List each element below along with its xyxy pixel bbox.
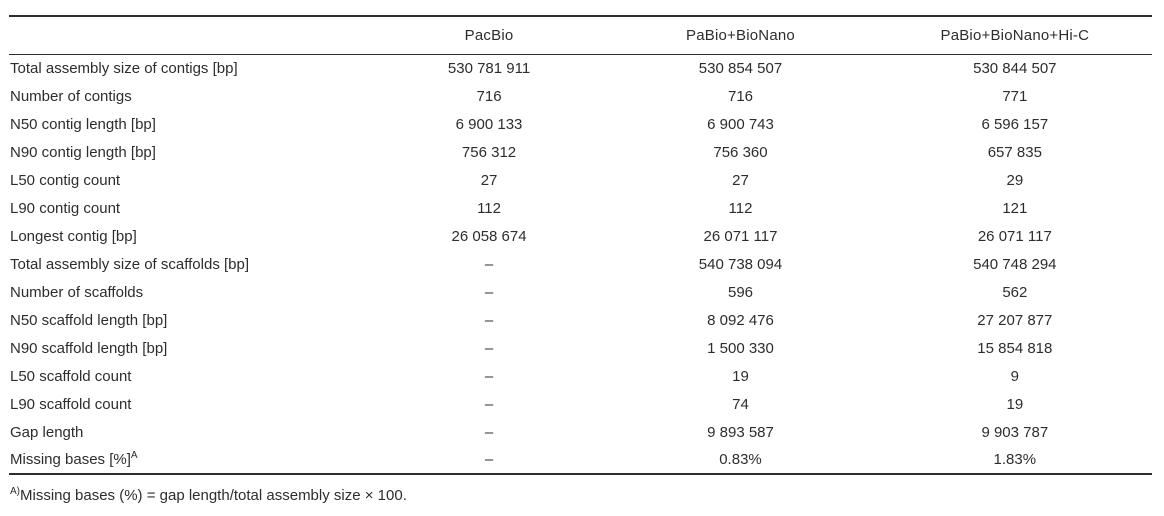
table-cell: 15 854 818 — [977, 339, 1053, 357]
row-label: N90 scaffold length [bp] — [10, 339, 168, 357]
row-label: N50 contig length [bp] — [10, 115, 156, 133]
table-row: N50 contig length [bp] 6 900 133 6 900 743… — [9, 110, 1152, 138]
row-label: Missing bases [%]A — [10, 450, 138, 469]
table-cell: 540 748 294 — [973, 255, 1057, 273]
table-cell: – — [484, 255, 494, 273]
row-label: Total assembly size of contigs [bp] — [10, 59, 238, 77]
column-header-empty — [9, 16, 375, 55]
table-cell: 26 058 674 — [451, 227, 527, 245]
table-cell: 27 — [480, 171, 498, 189]
table-cell: 6 900 133 — [455, 115, 523, 133]
table-row: N90 scaffold length [bp] – 1 500 330 15 854… — [9, 334, 1152, 362]
row-label: L50 scaffold count — [10, 367, 132, 385]
table-row: L50 scaffold count – 19 9 — [9, 362, 1152, 390]
row-label: N50 scaffold length [bp] — [10, 311, 168, 329]
table-row: Number of contigs 716 716 771 — [9, 82, 1152, 110]
table-row: L90 scaffold count – 74 19 — [9, 390, 1152, 418]
assembly-stats-table: PacBio PaBio+BioNano PaBio+BioNano+Hi-C … — [9, 15, 1152, 475]
table-cell: 716 — [476, 87, 502, 105]
row-label: N90 contig length [bp] — [10, 143, 156, 161]
table-cell: 19 — [732, 367, 749, 385]
table-cell: 716 — [727, 87, 754, 105]
row-label: Total assembly size of scaffolds [bp] — [10, 255, 250, 273]
header-row: PacBio PaBio+BioNano PaBio+BioNano+Hi-C — [9, 16, 1152, 55]
table-cell: 771 — [1002, 87, 1028, 105]
table-cell: 29 — [1006, 171, 1024, 189]
column-header-pabio-bionano: PaBio+BioNano — [603, 16, 878, 55]
table-cell: 9 — [1010, 367, 1019, 385]
table-cell: 530 854 507 — [698, 59, 783, 77]
table-cell: – — [484, 283, 494, 301]
table-row: L50 contig count 27 27 29 — [9, 166, 1152, 194]
row-label: L90 scaffold count — [10, 395, 132, 413]
table-cell: 8 092 476 — [707, 311, 774, 329]
table-cell: 540 738 094 — [698, 255, 783, 273]
row-label-superscript: A — [130, 450, 138, 461]
table-cell: 19 — [1006, 395, 1024, 413]
footnote: A)Missing bases (%) = gap length/total a… — [10, 486, 1152, 505]
table-row: Number of scaffolds – 596 562 — [9, 278, 1152, 306]
table-row: Total assembly size of scaffolds [bp] – 54… — [9, 250, 1152, 278]
footnote-text: Missing bases (%) = gap length/total ass… — [20, 487, 407, 504]
row-label: L50 contig count — [10, 171, 121, 189]
table-cell: 27 — [732, 171, 749, 189]
table-cell: 27 207 877 — [977, 311, 1053, 329]
table-cell: 756 312 — [461, 143, 517, 161]
row-label: L90 contig count — [10, 199, 121, 217]
row-label: Number of contigs — [10, 87, 132, 105]
footnote-marker: A) — [10, 486, 20, 497]
table-cell: 1 500 330 — [707, 339, 774, 357]
table-cell: 121 — [1002, 199, 1028, 217]
table-row: Longest contig [bp] 26 058 674 26 071 117 2… — [9, 222, 1152, 250]
table-row: L90 contig count 112 112 121 — [9, 194, 1152, 222]
table-cell: 6 596 157 — [981, 115, 1049, 133]
table-cell: 74 — [732, 395, 749, 413]
table-cell: 26 071 117 — [977, 227, 1052, 245]
table-cell: 756 360 — [713, 143, 768, 161]
column-header-pacbio: PacBio — [374, 16, 604, 55]
table-cell: 596 — [727, 283, 754, 301]
table-cell: – — [484, 395, 494, 413]
table-cell: 1.83% — [993, 451, 1037, 468]
table-cell: 112 — [728, 199, 753, 217]
table-body: Total assembly size of contigs [bp] 530 7… — [9, 54, 1152, 474]
table-cell: – — [484, 311, 494, 329]
table-row: Missing bases [%]A – 0.83% 1.83% — [9, 446, 1152, 474]
table-row: N90 contig length [bp] 756 312 756 360 657 … — [9, 138, 1152, 166]
row-label: Longest contig [bp] — [10, 227, 137, 245]
column-header-pabio-bionano-hic: PaBio+BioNano+Hi-C — [877, 16, 1152, 55]
row-label: Number of scaffolds — [10, 283, 144, 301]
table-cell: 530 844 507 — [973, 59, 1057, 77]
table-cell: 6 900 743 — [707, 115, 774, 133]
table-cell: – — [484, 367, 494, 385]
row-label: Gap length — [10, 423, 84, 441]
table-cell: 9 903 787 — [981, 423, 1049, 441]
table-header: PacBio PaBio+BioNano PaBio+BioNano+Hi-C — [9, 16, 1152, 55]
table-row: N50 scaffold length [bp] – 8 092 476 27 207… — [9, 306, 1152, 334]
table-row: Gap length – 9 893 587 9 903 787 — [9, 418, 1152, 446]
table-cell: 562 — [1002, 283, 1028, 301]
table-row: Total assembly size of contigs [bp] 530 7… — [9, 54, 1152, 82]
table-cell: 530 781 911 — [447, 59, 531, 77]
table-cell: 112 — [477, 199, 501, 217]
table-cell: 657 835 — [987, 143, 1042, 161]
table-cell: 0.83% — [719, 451, 762, 468]
table-cell: 26 071 117 — [703, 227, 778, 245]
table-cell: – — [484, 423, 494, 441]
table-cell: – — [484, 451, 494, 468]
table-cell: – — [484, 339, 494, 357]
table-cell: 9 893 587 — [707, 423, 774, 441]
